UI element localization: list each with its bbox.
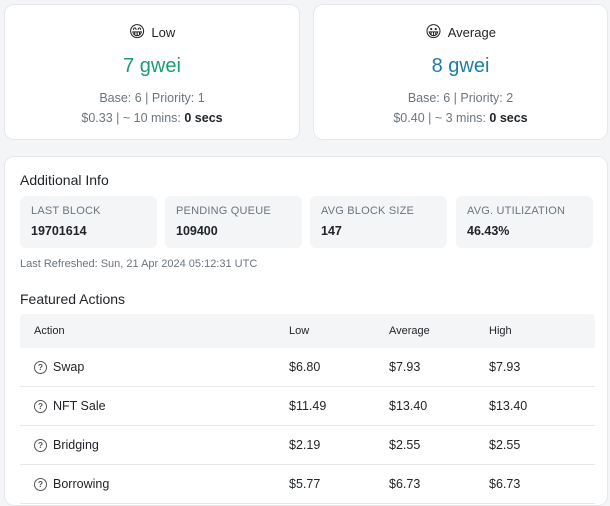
featured-actions-table: Action Low Average High ? Swap $6.80 $7.… — [20, 314, 595, 504]
info-value: 19701614 — [31, 224, 87, 238]
high-cost: $13.40 — [489, 399, 528, 413]
action-cell: ? Bridging — [20, 438, 289, 452]
gas-price: 7 gwei — [123, 55, 181, 77]
help-circle-icon[interactable]: ? — [34, 360, 47, 374]
low-cost: $6.80 — [289, 360, 321, 374]
cost-time: $0.33 | ~ 10 mins: 0 secs — [81, 111, 223, 125]
low-cost: $5.77 — [289, 477, 321, 491]
average-cost: $2.55 — [389, 438, 421, 452]
featured-actions-title: Featured Actions — [20, 291, 126, 307]
gas-card-header: 😁 Low — [5, 21, 299, 43]
base-priority: Base: 6 | Priority: 2 — [407, 91, 514, 105]
time-value: 0 secs — [489, 111, 528, 125]
gas-details: Base: 6 | Priority: 1 $0.33 | ~ 10 mins:… — [5, 88, 299, 128]
time-prefix: ~ 10 mins: — [122, 111, 181, 125]
grin-emoji-icon: 😁 — [128, 22, 146, 41]
smile-emoji-icon: 😀 — [425, 22, 442, 41]
high-cost: $2.55 — [489, 438, 521, 452]
action-cell: ? Swap — [20, 360, 289, 374]
high-cost: $7.93 — [489, 360, 521, 374]
header-average: Average — [389, 325, 430, 337]
info-card: Additional Info LAST BLOCK 19701614 PEND… — [4, 156, 608, 506]
gas-card-header: 😀 Average — [314, 21, 607, 43]
action-name: Swap — [53, 360, 85, 374]
table-row: ? Swap $6.80 $7.93 $7.93 — [20, 348, 595, 387]
table-row: ? Bridging $2.19 $2.55 $2.55 — [20, 426, 595, 465]
cost: $0.40 — [393, 111, 425, 125]
gas-price: 8 gwei — [431, 55, 490, 77]
time-value: 0 secs — [184, 111, 223, 125]
info-value: 46.43% — [467, 224, 510, 238]
info-value: 147 — [321, 224, 342, 238]
table-row: ? NFT Sale $11.49 $13.40 $13.40 — [20, 387, 595, 426]
gas-details: Base: 6 | Priority: 2 $0.40 | ~ 3 mins: … — [314, 88, 607, 128]
info-box-pending-queue: PENDING QUEUE 109400 — [165, 196, 302, 248]
gas-tier-label: Low — [151, 24, 176, 40]
cost-time: $0.40 | ~ 3 mins: 0 secs — [393, 111, 528, 125]
gas-card-low: 😁 Low 7 gwei Base: 6 | Priority: 1 $0.33… — [4, 4, 300, 140]
low-cost: $11.49 — [289, 399, 327, 413]
help-circle-icon[interactable]: ? — [34, 438, 47, 452]
gas-tier-label: Average — [447, 24, 496, 40]
info-box-last-block: LAST BLOCK 19701614 — [20, 196, 157, 248]
help-circle-icon[interactable]: ? — [34, 477, 47, 491]
info-label: AVG. UTILIZATION — [467, 205, 566, 217]
average-cost: $13.40 — [389, 399, 428, 413]
average-cost: $7.93 — [389, 360, 421, 374]
cost: $0.33 — [81, 111, 113, 125]
table-row: ? Borrowing $5.77 $6.73 $6.73 — [20, 465, 595, 504]
gas-card-average: 😀 Average 8 gwei Base: 6 | Priority: 2 $… — [313, 4, 608, 140]
action-name: NFT Sale — [53, 399, 106, 413]
action-cell: ? Borrowing — [20, 477, 289, 491]
low-cost: $2.19 — [289, 438, 321, 452]
info-box-avg-utilization: AVG. UTILIZATION 46.43% — [456, 196, 593, 248]
table-header: Action Low Average High — [20, 314, 595, 348]
info-label: PENDING QUEUE — [176, 205, 271, 217]
action-name: Bridging — [53, 438, 99, 452]
header-action: Action — [34, 325, 65, 337]
action-cell: ? NFT Sale — [20, 399, 289, 413]
time-prefix: ~ 3 mins: — [434, 111, 486, 125]
action-name: Borrowing — [53, 477, 110, 491]
header-low: Low — [289, 325, 310, 337]
info-label: LAST BLOCK — [31, 205, 101, 217]
high-cost: $6.73 — [489, 477, 521, 491]
help-circle-icon[interactable]: ? — [34, 399, 47, 413]
info-label: AVG BLOCK SIZE — [321, 205, 415, 217]
average-cost: $6.73 — [389, 477, 421, 491]
info-value: 109400 — [176, 224, 218, 238]
base-priority: Base: 6 | Priority: 1 — [99, 91, 205, 105]
last-refreshed: Last Refreshed: Sun, 21 Apr 2024 05:12:3… — [20, 258, 258, 270]
header-high: High — [489, 325, 512, 337]
info-box-avg-block-size: AVG BLOCK SIZE 147 — [310, 196, 447, 248]
additional-info-title: Additional Info — [20, 172, 109, 188]
